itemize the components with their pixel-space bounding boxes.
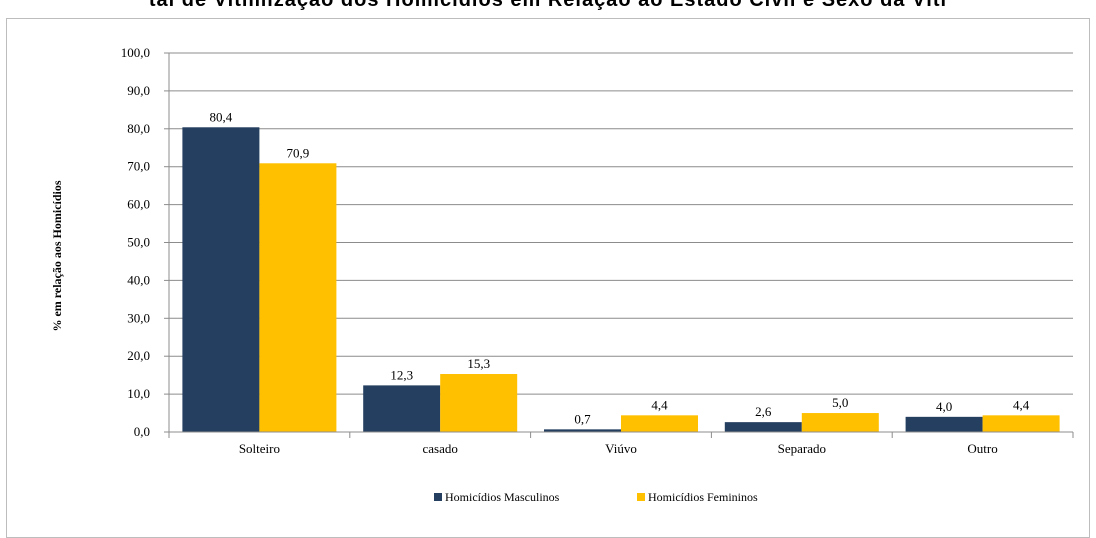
legend-swatch <box>637 493 645 501</box>
data-labels: 80,4 70,9 12,3 15,3 0,7 4,4 2,6 5,0 4,0 4,4 <box>210 109 1030 426</box>
y-tick-label: 80,0 <box>127 121 150 136</box>
data-label: 15,3 <box>467 356 490 371</box>
bar <box>982 415 1060 432</box>
x-tick-label: Separado <box>778 441 826 456</box>
data-label: 4,0 <box>936 399 952 414</box>
bar <box>621 415 698 432</box>
bar <box>801 413 879 432</box>
y-tick-label: 40,0 <box>127 272 150 287</box>
y-axis-label: % em relação aos Homicídios <box>50 180 64 331</box>
data-label: 80,4 <box>210 109 233 124</box>
data-label: 0,7 <box>574 411 591 426</box>
y-tick-label: 60,0 <box>127 197 150 212</box>
legend-label: Homicídios Femininos <box>648 490 758 504</box>
x-tick-label: casado <box>423 441 458 456</box>
y-tick-label: 90,0 <box>127 83 150 98</box>
x-tick-label: Viúvo <box>605 441 637 456</box>
x-tick-label: Solteiro <box>239 441 280 456</box>
bar <box>182 127 260 432</box>
bars <box>182 127 1060 432</box>
x-tick-labels: Solteiro casado Viúvo Separado Outro <box>239 441 998 456</box>
data-label: 4,4 <box>651 397 668 412</box>
bar-chart: 0,0 10,0 20,0 30,0 40,0 50,0 60,0 70,0 80,0 90,0 1… <box>50 45 1074 504</box>
data-label: 12,3 <box>390 367 413 382</box>
bar <box>363 385 441 432</box>
bar <box>905 416 983 432</box>
data-label: 5,0 <box>832 395 848 410</box>
y-tick-label: 0,0 <box>134 424 150 439</box>
axes <box>168 53 1074 438</box>
bar <box>259 163 337 432</box>
chart-title: tal de Vitimização dos Homicídios em Rel… <box>148 0 948 11</box>
data-label: 2,6 <box>755 404 772 419</box>
y-tick-label: 20,0 <box>127 348 150 363</box>
bar <box>544 429 621 432</box>
y-tick-label: 70,0 <box>127 159 150 174</box>
y-tick-label: 10,0 <box>127 386 150 401</box>
data-label: 70,9 <box>287 145 310 160</box>
legend-swatch <box>434 493 442 501</box>
y-tick-labels: 0,0 10,0 20,0 30,0 40,0 50,0 60,0 70,0 80,0 90,0 1… <box>121 45 150 439</box>
y-tick-label: 50,0 <box>127 235 150 250</box>
bar <box>724 422 802 432</box>
data-label: 4,4 <box>1013 397 1030 412</box>
y-tick-label: 30,0 <box>127 310 150 325</box>
x-tick-label: Outro <box>967 441 997 456</box>
y-tick-label: 100,0 <box>121 45 150 60</box>
legend: Homicídios Masculinos Homicídios Feminino… <box>434 490 758 504</box>
bar <box>440 374 518 432</box>
legend-label: Homicídios Masculinos <box>445 490 560 504</box>
